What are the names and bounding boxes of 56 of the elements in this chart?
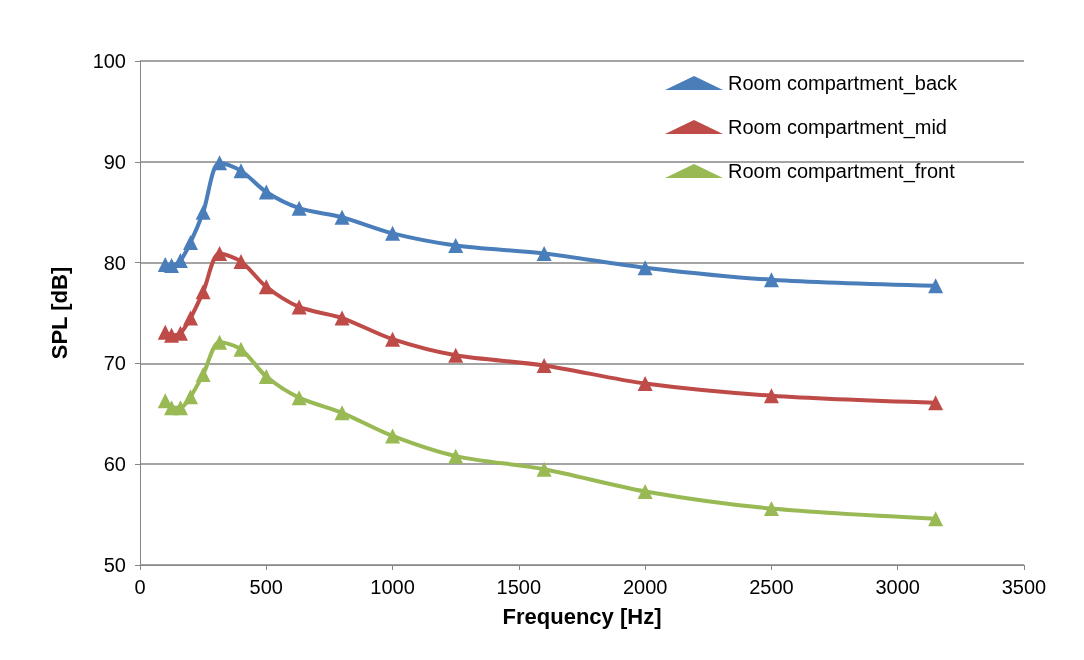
point <box>291 200 307 216</box>
y-tick-label: 60 <box>103 453 126 476</box>
point <box>637 376 653 392</box>
legend-label: Room compartment_front <box>728 160 956 183</box>
x-tick-label: 1500 <box>496 576 542 598</box>
point <box>183 234 199 250</box>
point <box>291 390 307 406</box>
point <box>258 184 274 200</box>
point <box>334 310 350 326</box>
point <box>763 272 779 288</box>
point <box>928 278 944 294</box>
point <box>448 347 464 363</box>
point <box>536 461 552 477</box>
x-axis-title: Frequency [Hz] <box>502 603 662 629</box>
point <box>183 389 199 405</box>
y-tick-label: 50 <box>103 554 126 576</box>
point <box>385 428 401 444</box>
point <box>928 511 944 527</box>
x-tick-label: 0 <box>134 576 146 598</box>
point <box>637 483 653 499</box>
point <box>763 501 779 517</box>
point <box>448 237 464 253</box>
x-tick-label: 3500 <box>1001 576 1047 598</box>
x-tick-label: 2500 <box>749 576 794 598</box>
point <box>195 284 211 300</box>
legend-label: Room compartment_back <box>728 72 958 95</box>
point <box>195 204 211 220</box>
point <box>637 260 653 276</box>
point <box>385 225 401 241</box>
point <box>164 258 180 274</box>
legend-label: Room compartment_mid <box>728 116 947 139</box>
y-tick-label: 100 <box>92 50 126 72</box>
y-axis-title: SPL [dB] <box>46 266 72 360</box>
x-tick-label: 1000 <box>370 576 415 598</box>
point <box>291 299 307 315</box>
point <box>334 405 350 421</box>
y-tick-label: 70 <box>103 352 126 375</box>
x-tick-label: 2000 <box>622 576 668 598</box>
point <box>233 163 249 179</box>
point <box>448 448 464 464</box>
point <box>763 388 779 404</box>
point <box>183 310 199 326</box>
point <box>212 155 228 171</box>
point <box>195 366 211 382</box>
y-tick-label: 90 <box>103 150 126 173</box>
point <box>258 279 274 295</box>
x-tick-label: 500 <box>249 576 283 598</box>
point <box>536 246 552 262</box>
point <box>928 395 944 411</box>
point <box>258 369 274 384</box>
point <box>385 331 401 347</box>
point <box>334 209 350 225</box>
point <box>536 357 552 373</box>
x-tick-label: 3000 <box>875 576 920 598</box>
point <box>172 400 188 416</box>
y-tick-label: 80 <box>103 251 126 274</box>
